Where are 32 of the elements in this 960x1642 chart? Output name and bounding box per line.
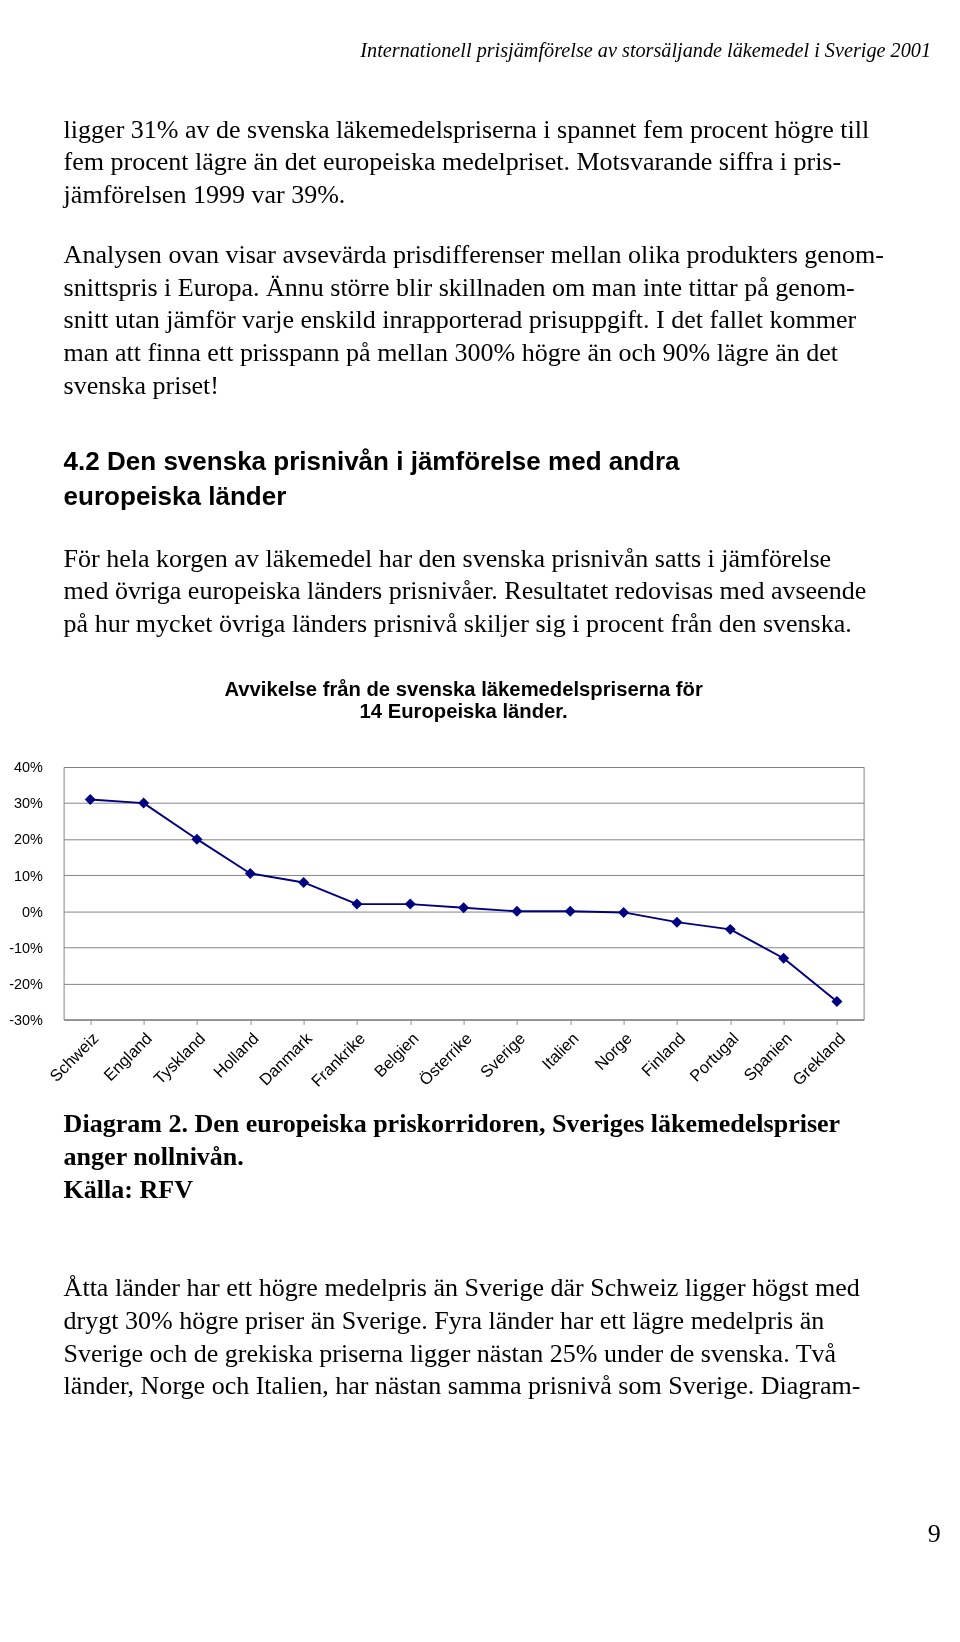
text: För hela korgen av läkemedel har den svenska prisnivån satts i jämförelse med övriga europeiska länders prisnivåer. Resultatet redovisas med avseende på hur mycket övriga länders prisnivå skiljer sig i procent från den svenska. — [63, 543, 867, 639]
y-tick-label: 20% — [13, 831, 44, 848]
point — [351, 898, 363, 910]
point — [138, 797, 150, 809]
text: Åtta länder har ett högre medelpris än Sverige där Schweiz ligger högst med drygt 30% högre priser än Sverige. Fyra länder har ett lägre medelpris än Sverige och de grekiska priserna ligger nästan 25% under de svenska. Två länder, Norge och Italien, har nästan samma prisnivå som Sverige. Diagram- — [63, 1273, 861, 1401]
text: Analysen ovan visar avsevärda prisdifferenser mellan olika produkters genom- snittspris i Europa. Ännu större blir skillnaden om man inte tittar på genom- snitt utan jämför varje enskild inrapporterad prisuppgift. I det fallet kommer man att finna ett prisspann på mellan 300% högre än och 90% lägre än det svenska priset! — [63, 239, 884, 401]
point — [298, 876, 310, 888]
point — [778, 952, 790, 964]
text: Internationell prisjämförelse av storsäljande läkemedel i Sverige 2001 — [359, 38, 932, 62]
point — [404, 898, 416, 910]
point — [84, 794, 96, 805]
point — [831, 996, 843, 1008]
point — [191, 833, 203, 845]
y-tick-label: -20% — [9, 975, 44, 992]
y-tick-label: 30% — [13, 795, 44, 812]
text: 9 — [927, 1518, 941, 1548]
point — [671, 916, 683, 928]
y-tick-label: -30% — [9, 1011, 44, 1028]
point — [564, 905, 576, 917]
point — [458, 902, 470, 914]
text: ligger 31% av de svenska läkemedelspriserna i spannet fem procent högre till fem procent lägre än det europeiska medelpriset. Motsvarande siffra i pris- jämförelsen 1999 var 39%. — [62, 114, 870, 210]
point — [618, 906, 630, 918]
text: 4.2 Den svenska prisnivån i jämförelse med andra europeiska länder — [63, 446, 681, 511]
point — [244, 867, 256, 879]
point — [511, 905, 523, 917]
y-tick-label: 40% — [13, 759, 44, 776]
y-tick-label: 0% — [22, 903, 44, 920]
chart-title: Avvikelse från de svenska läkemedelspriserna för 14 Europeiska länder. — [224, 677, 703, 722]
point — [724, 923, 736, 935]
y-tick-label: -10% — [9, 939, 44, 956]
text: Diagram 2. Den europeiska priskorridoren, Sveriges läkemedelspriser anger nollnivån. Källa: RFV — [63, 1109, 841, 1204]
y-tick-label: 10% — [13, 867, 44, 884]
